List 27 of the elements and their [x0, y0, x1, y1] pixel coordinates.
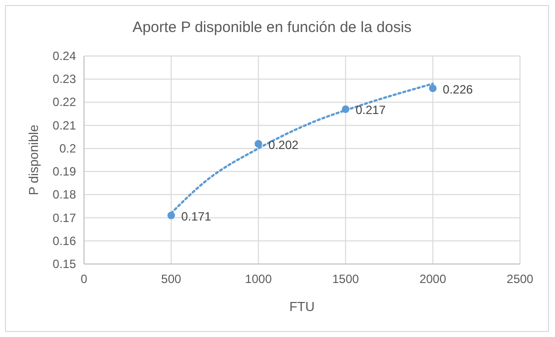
y-tick-label: 0.24 [52, 49, 76, 63]
y-tick-label: 0.17 [52, 210, 76, 225]
point [254, 140, 262, 148]
x-tick-label: 500 [161, 272, 182, 286]
point [429, 84, 437, 92]
y-tick-label: 0.19 [52, 164, 76, 179]
x-tick-label: 2000 [419, 272, 446, 286]
y-tick-label: 0.22 [52, 95, 76, 110]
x-tick-label: 0 [80, 272, 88, 286]
chart-title: Aporte P disponible en función de la dosis [132, 19, 412, 36]
point [342, 105, 350, 113]
y-tick-label: 0.2 [59, 141, 76, 156]
y-tick-label: 0.18 [52, 188, 76, 202]
y-tick-label: 0.16 [52, 234, 76, 248]
data-label: 0.217 [356, 103, 386, 118]
data-label: 0.226 [442, 82, 474, 96]
point [167, 212, 175, 220]
x-tick-label: 1500 [332, 272, 360, 286]
data-label: 0.202 [268, 138, 299, 152]
x-axis-title: FTU [289, 299, 315, 314]
y-tick-label: 0.15 [52, 257, 76, 271]
x-tick-label: 2500 [506, 272, 534, 286]
data-label: 0.171 [181, 209, 212, 224]
y-tick-label: 0.23 [52, 72, 76, 86]
x-tick-label: 1000 [245, 272, 272, 286]
y-axis-title: P disponible [26, 124, 41, 196]
y-tick-label: 0.21 [52, 118, 76, 132]
